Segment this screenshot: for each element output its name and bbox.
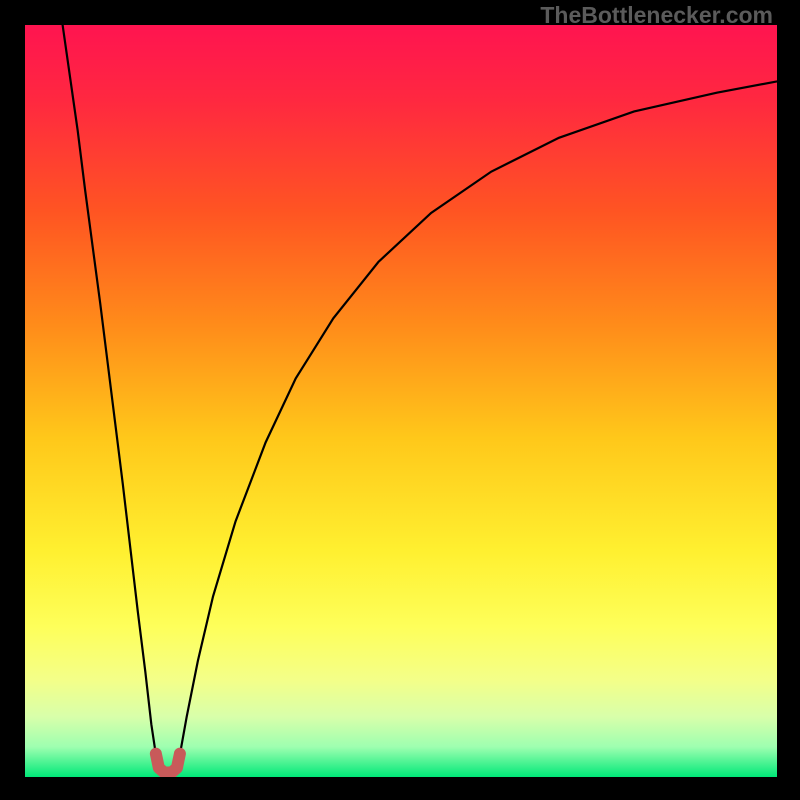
chart-container: TheBottlenecker.com [0, 0, 800, 800]
plot-area [25, 25, 777, 777]
watermark-text: TheBottlenecker.com [540, 2, 773, 29]
gradient-background [25, 25, 777, 777]
plot-svg [25, 25, 777, 777]
